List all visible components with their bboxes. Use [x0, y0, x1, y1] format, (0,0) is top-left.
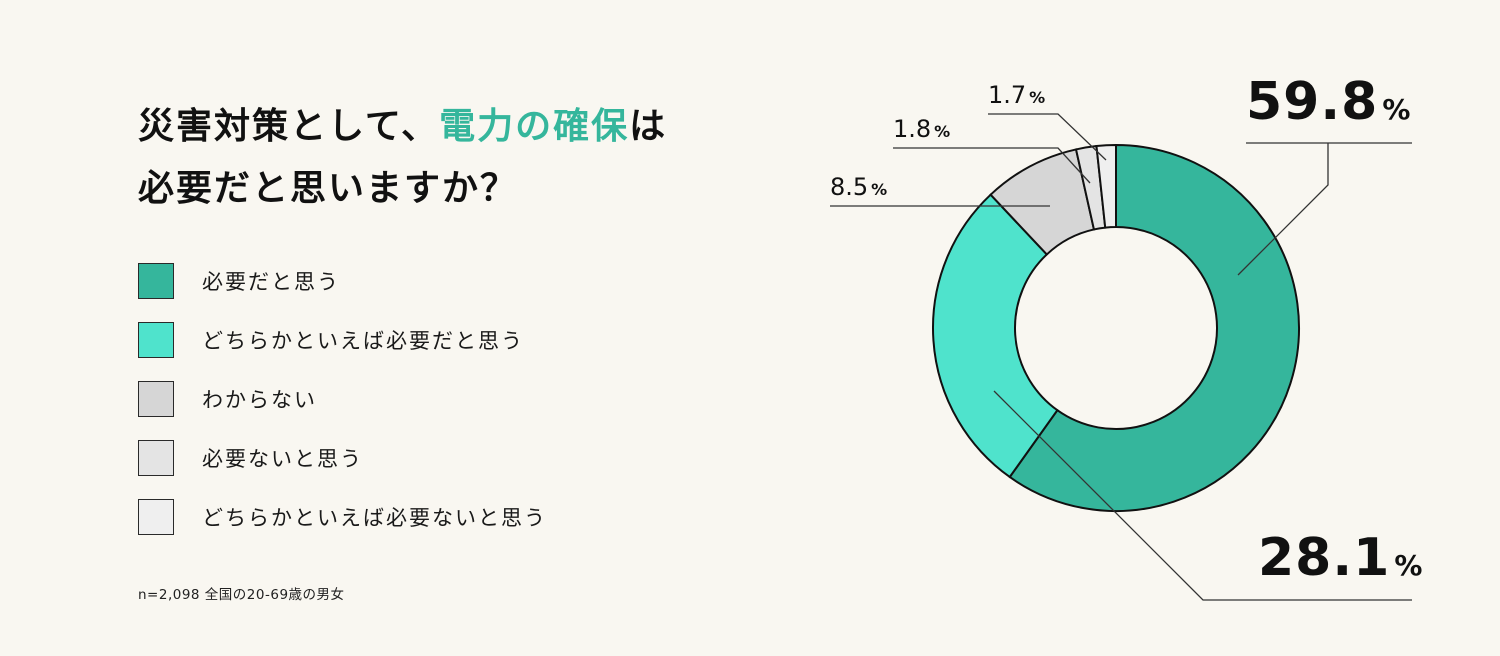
legend-label: 必要ないと思う [202, 447, 363, 471]
legend-label: どちらかといえば必要だと思う [202, 329, 524, 353]
leader-line-28-1 [993, 390, 1412, 601]
legend-label: どちらかといえば必要ないと思う [202, 506, 547, 530]
legend-item: 必要だと思う [138, 262, 547, 300]
label-8-5: 8.5% [830, 173, 888, 201]
leader-lines [830, 113, 1412, 601]
donut-slice [932, 193, 1059, 479]
label-1-7: 1.7% [988, 81, 1046, 109]
legend-item: わからない [138, 380, 547, 418]
leader-line-59-8-drop [1237, 143, 1329, 276]
legend-swatch [138, 263, 174, 299]
legend-item: どちらかといえば必要だと思う [138, 321, 547, 359]
legend-label: 必要だと思う [202, 270, 340, 294]
donut-slices [932, 143, 1300, 512]
legend-swatch [138, 322, 174, 358]
legend-swatch [138, 381, 174, 417]
leader-line-1-8 [893, 147, 1091, 184]
legend-label: わからない [202, 388, 317, 412]
label-59-8: 59.8% [1246, 72, 1411, 132]
title-line1-prefix: 災害対策として、 [138, 106, 440, 147]
title-line2: 必要だと思いますか？ [138, 168, 519, 209]
sample-note: n=2,098 全国の20-69歳の男女 [138, 587, 345, 603]
label-28-1: 28.1% [1258, 528, 1423, 588]
legend-swatch [138, 499, 174, 535]
chart-title: 災害対策として、電力の確保は 必要だと思いますか？ [138, 96, 667, 220]
legend-item: どちらかといえば必要ないと思う [138, 498, 547, 536]
legend: 必要だと思う どちらかといえば必要だと思う わからない 必要ないと思う どちらか… [138, 262, 547, 557]
title-accent: 電力の確保 [439, 106, 630, 147]
donut-slice [1008, 143, 1300, 512]
legend-swatch [138, 440, 174, 476]
title-line1-suffix: は [629, 106, 668, 147]
donut-slice [1095, 143, 1117, 229]
leader-line-1-7 [988, 113, 1107, 161]
legend-item: 必要ないと思う [138, 439, 547, 477]
label-1-8: 1.8% [893, 115, 951, 143]
